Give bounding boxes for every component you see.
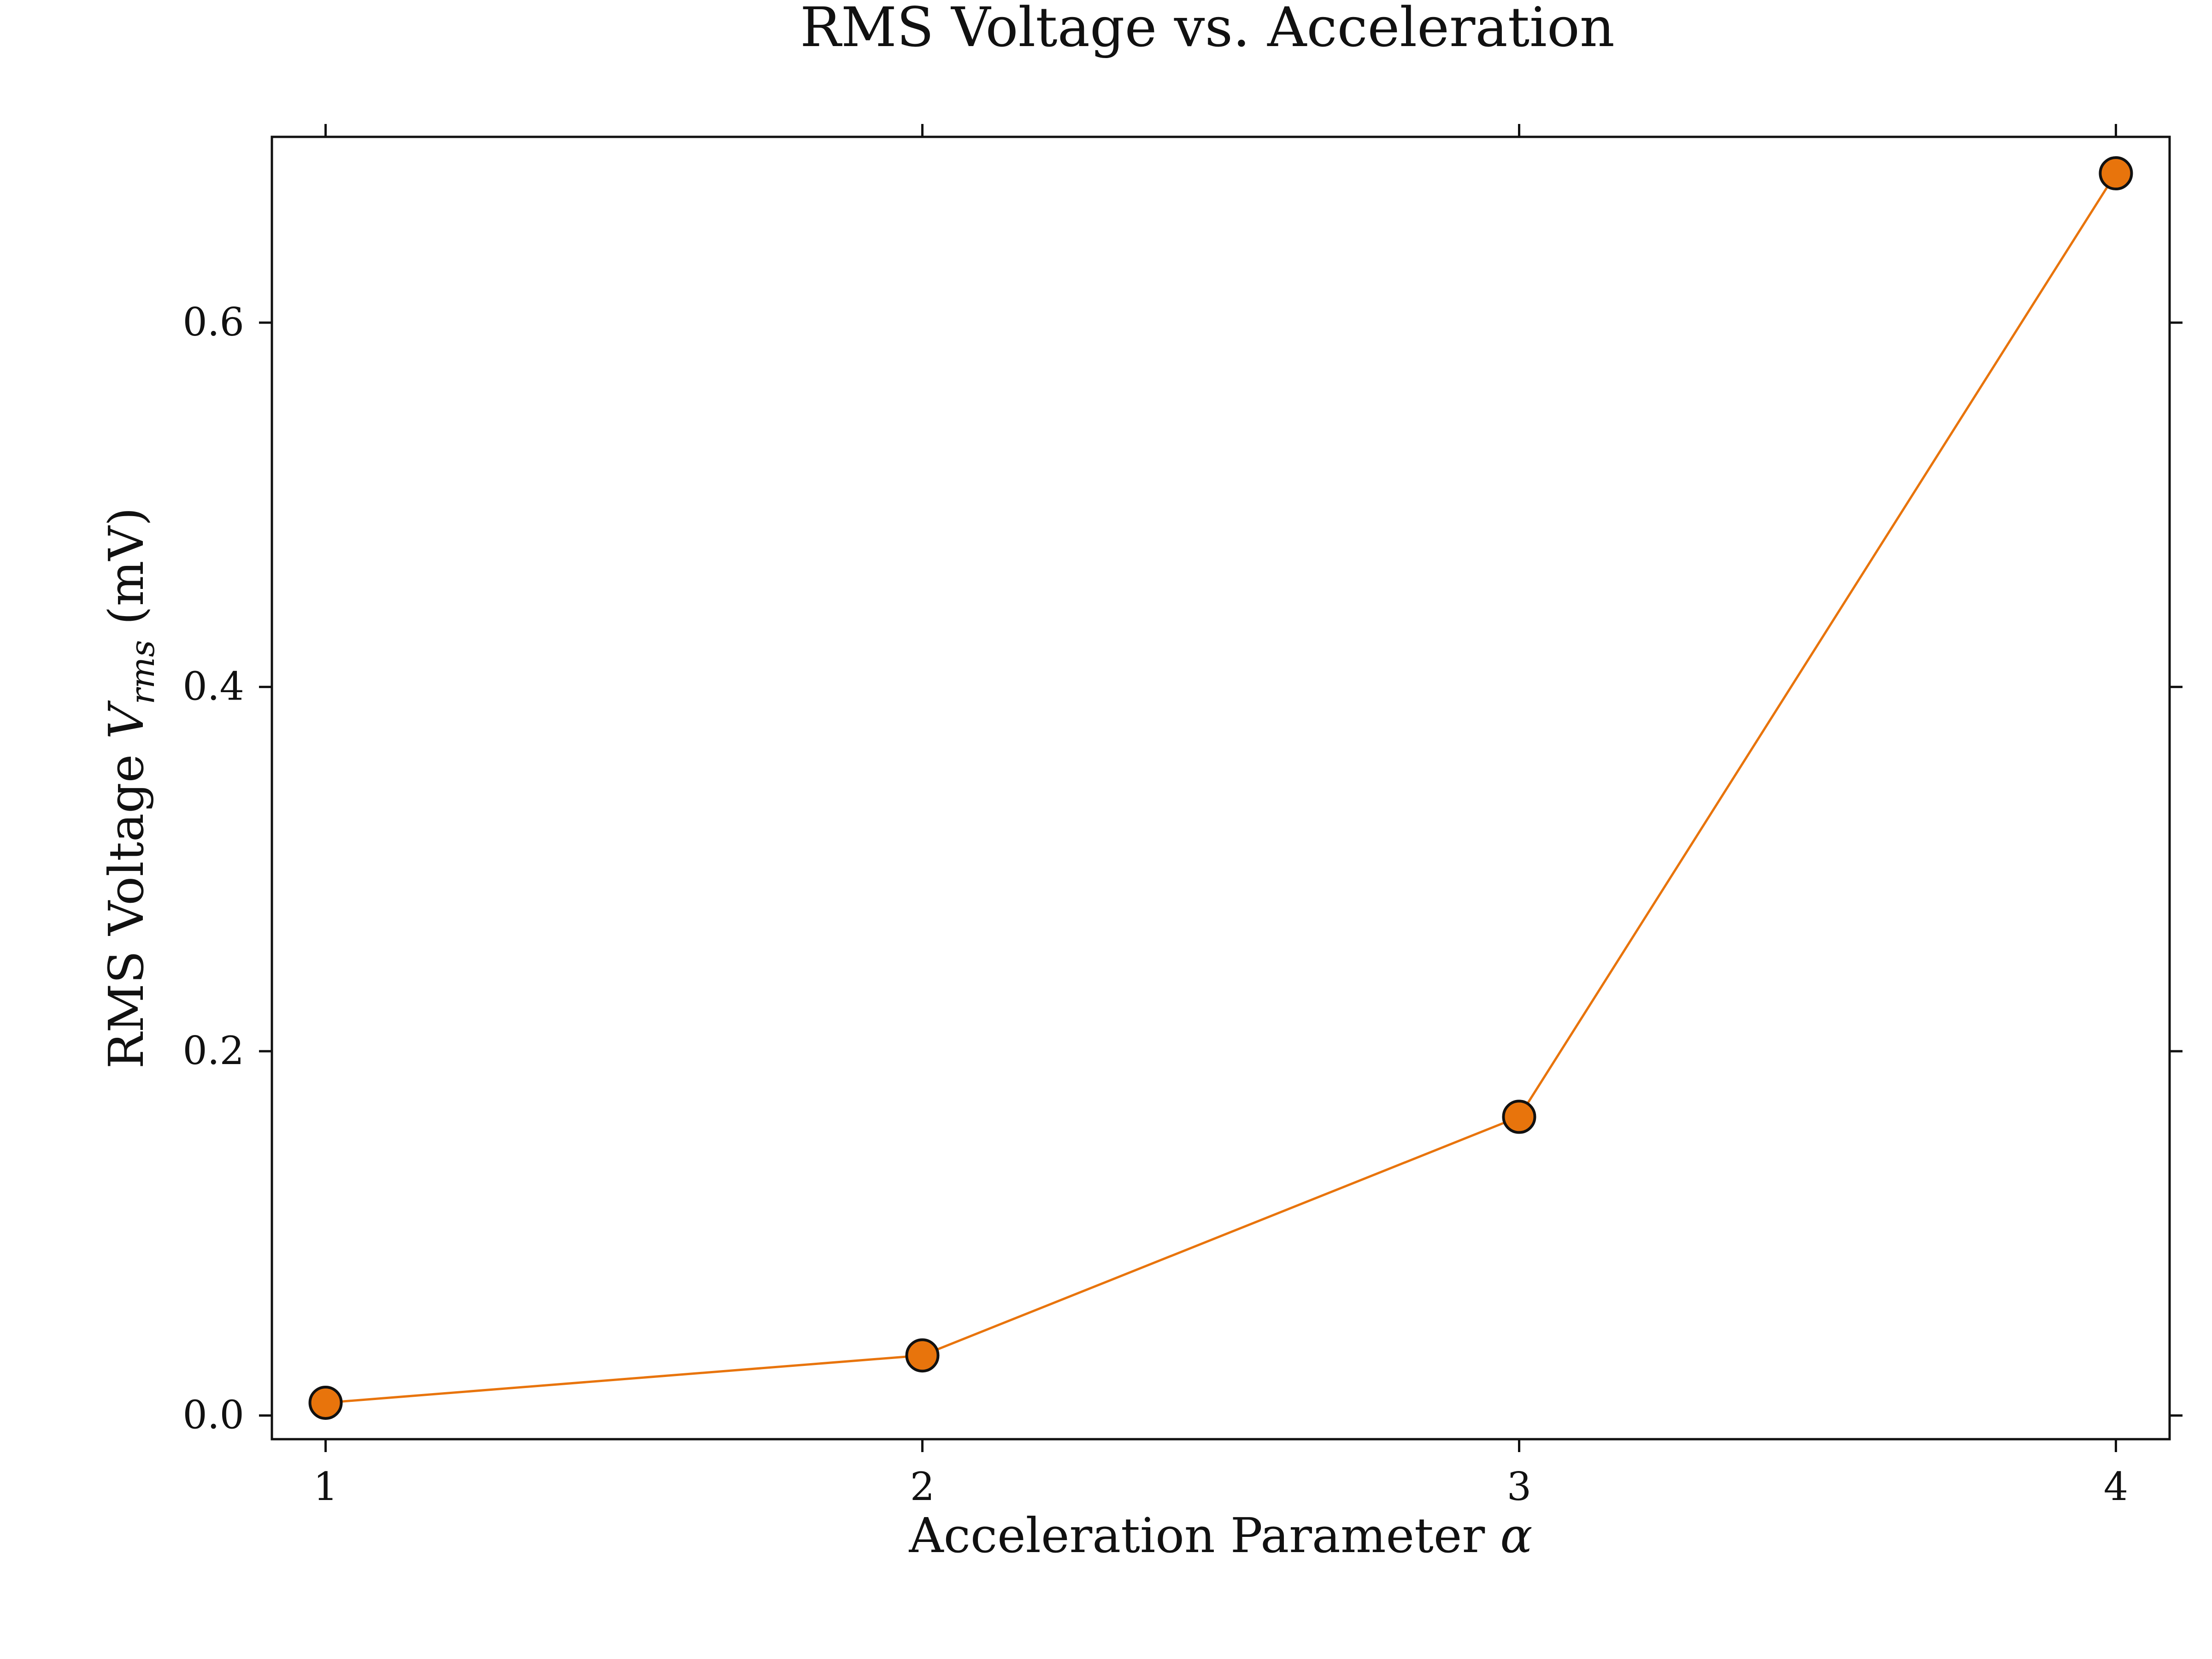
y-axis-label-suffix: (mV) [98,507,154,640]
data-point [905,1338,940,1373]
x-tick-label: 3 [1507,1464,1531,1509]
y-tick-label: 0.6 [182,300,244,345]
x-tick-label: 1 [313,1464,338,1509]
y-axis-label-prefix: RMS Voltage [98,739,154,1069]
y-axis-label: RMS Voltage Vrms (mV) [98,507,162,1069]
data-point [1502,1100,1536,1134]
y-axis-ticks: 0.0 0.2 0.4 0.6 [182,300,2183,1438]
y-tick-label: 0.0 [182,1393,244,1438]
y-axis-label-subscript: rms [123,640,162,705]
x-tick-label: 4 [2104,1464,2128,1509]
y-tick-label: 0.2 [182,1028,244,1073]
data-point [2099,156,2133,191]
chart-title: RMS Voltage vs. Acceleration [800,0,1615,59]
x-axis-label: Acceleration Parameter α [909,1507,1533,1564]
series-line [325,172,2117,1404]
y-tick-label: 0.4 [182,664,244,709]
data-points [308,156,2133,1420]
plot-frame [271,135,2171,1441]
x-axis-label-symbol: α [1500,1507,1532,1564]
y-axis-label-symbol: V [98,700,154,739]
x-tick-label: 2 [910,1464,935,1509]
x-axis-ticks: 1 2 3 4 [313,124,2128,1509]
x-axis-label-text: Acceleration Parameter [909,1507,1500,1564]
data-point [308,1385,343,1420]
